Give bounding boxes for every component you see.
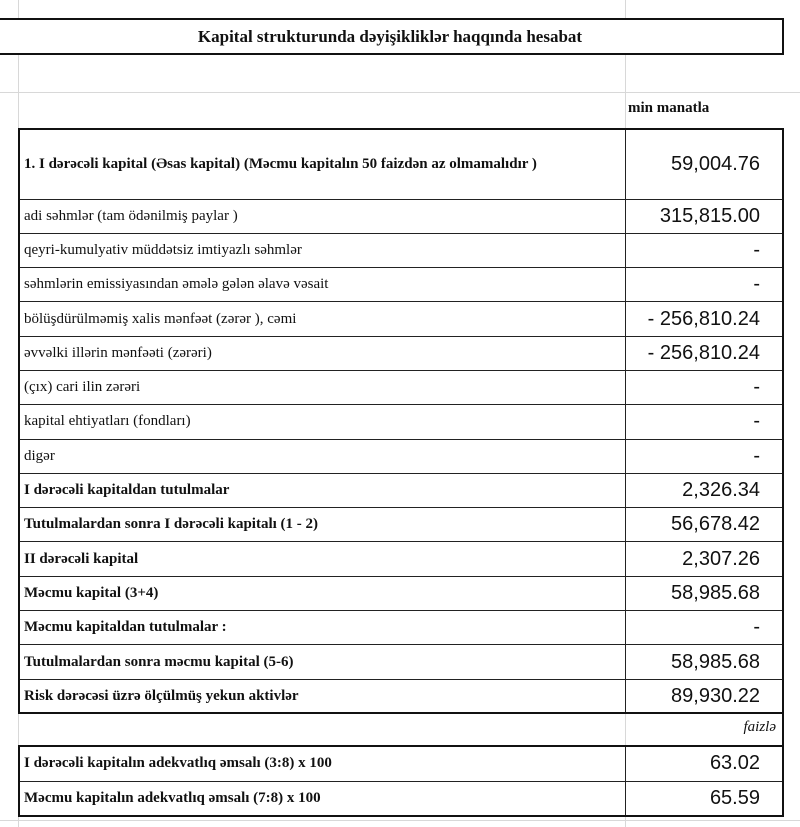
row-label: (çıx) cari ilin zərəri bbox=[18, 369, 626, 406]
row-value: 63.02 bbox=[624, 745, 784, 782]
row-label: Məcmu kapitaldan tutulmalar : bbox=[18, 610, 626, 646]
row-label: Tutulmalardan sonra I dərəcəli kapitalı … bbox=[18, 507, 626, 543]
capital-table: 1. I dərəcəli kapital (Əsas kapital) (Mə… bbox=[18, 128, 784, 715]
row-value: - bbox=[624, 232, 784, 269]
table-row: (çıx) cari ilin zərəri - bbox=[18, 369, 784, 406]
table-row: I dərəcəli kapitalın adekvatlıq əmsalı (… bbox=[18, 745, 784, 782]
table-row: adi səhmlər (tam ödənilmiş paylar ) 315,8… bbox=[18, 198, 784, 234]
row-value: 315,815.00 bbox=[624, 198, 784, 234]
row-value: - 256,810.24 bbox=[624, 301, 784, 337]
table-row: 1. I dərəcəli kapital (Əsas kapital) (Mə… bbox=[18, 128, 784, 200]
table-row: Məcmu kapitalın adekvatlıq əmsalı (7:8) … bbox=[18, 780, 784, 817]
table-row: Risk dərəcəsi üzrə ölçülmüş yekun aktivl… bbox=[18, 678, 784, 714]
row-value: 59,004.76 bbox=[624, 128, 784, 200]
row-label: əvvəlki illərin mənfəəti (zərəri) bbox=[18, 335, 626, 371]
percent-label: faizlə bbox=[0, 713, 784, 745]
row-value: 2,326.34 bbox=[624, 472, 784, 509]
row-value: - bbox=[624, 438, 784, 474]
row-value: 65.59 bbox=[624, 780, 784, 817]
row-label: Risk dərəcəsi üzrə ölçülmüş yekun aktivl… bbox=[18, 678, 626, 714]
table-row: Tutulmalardan sonra məcmu kapital (5-6) 5… bbox=[18, 644, 784, 680]
row-value: 58,985.68 bbox=[624, 575, 784, 612]
row-label: Məcmu kapitalın adekvatlıq əmsalı (7:8) … bbox=[18, 780, 626, 817]
row-label: 1. I dərəcəli kapital (Əsas kapital) (Mə… bbox=[18, 128, 626, 200]
grid-line bbox=[0, 820, 800, 821]
row-label: bölüşdürülməmiş xalis mənfəət (zərər ), … bbox=[18, 301, 626, 337]
table-row: digər - bbox=[18, 438, 784, 474]
row-label: I dərəcəli kapitalın adekvatlıq əmsalı (… bbox=[18, 745, 626, 782]
row-label: Məcmu kapital (3+4) bbox=[18, 575, 626, 612]
row-value: - bbox=[624, 404, 784, 440]
row-label: qeyri-kumulyativ müddətsiz imtiyazlı səh… bbox=[18, 232, 626, 269]
row-value: - 256,810.24 bbox=[624, 335, 784, 371]
row-value: 89,930.22 bbox=[624, 678, 784, 714]
row-label: digər bbox=[18, 438, 626, 474]
row-value: 2,307.26 bbox=[624, 541, 784, 577]
row-value: - bbox=[624, 267, 784, 303]
table-row: I dərəcəli kapitaldan tutulmalar 2,326.34 bbox=[18, 472, 784, 509]
report-title: Kapital strukturunda dəyişikliklər haqqı… bbox=[0, 18, 784, 55]
table-row: bölüşdürülməmiş xalis mənfəət (zərər ), … bbox=[18, 301, 784, 337]
table-row: əvvəlki illərin mənfəəti (zərəri) - 256,8… bbox=[18, 335, 784, 371]
table-row: Məcmu kapitaldan tutulmalar :- bbox=[18, 610, 784, 646]
table-row: qeyri-kumulyativ müddətsiz imtiyazlı səh… bbox=[18, 232, 784, 269]
table-row: Tutulmalardan sonra I dərəcəli kapitalı … bbox=[18, 507, 784, 543]
row-value: 58,985.68 bbox=[624, 644, 784, 680]
table-row: Məcmu kapital (3+4) 58,985.68 bbox=[18, 575, 784, 612]
row-label: səhmlərin emissiyasından əmələ gələn əla… bbox=[18, 267, 626, 303]
row-label: II dərəcəli kapital bbox=[18, 541, 626, 577]
table-row: səhmlərin emissiyasından əmələ gələn əla… bbox=[18, 267, 784, 303]
grid-line bbox=[0, 92, 800, 93]
row-value: - bbox=[624, 610, 784, 646]
row-label: adi səhmlər (tam ödənilmiş paylar ) bbox=[18, 198, 626, 234]
ratio-table: I dərəcəli kapitalın adekvatlıq əmsalı (… bbox=[18, 745, 784, 817]
unit-label: min manatla bbox=[628, 100, 710, 116]
row-label: kapital ehtiyatları (fondları) bbox=[18, 404, 626, 440]
row-label: Tutulmalardan sonra məcmu kapital (5-6) bbox=[18, 644, 626, 680]
row-label: I dərəcəli kapitaldan tutulmalar bbox=[18, 472, 626, 509]
row-value: 56,678.42 bbox=[624, 507, 784, 543]
table-row: II dərəcəli kapital 2,307.26 bbox=[18, 541, 784, 577]
table-row: kapital ehtiyatları (fondları) - bbox=[18, 404, 784, 440]
row-value: - bbox=[624, 369, 784, 406]
